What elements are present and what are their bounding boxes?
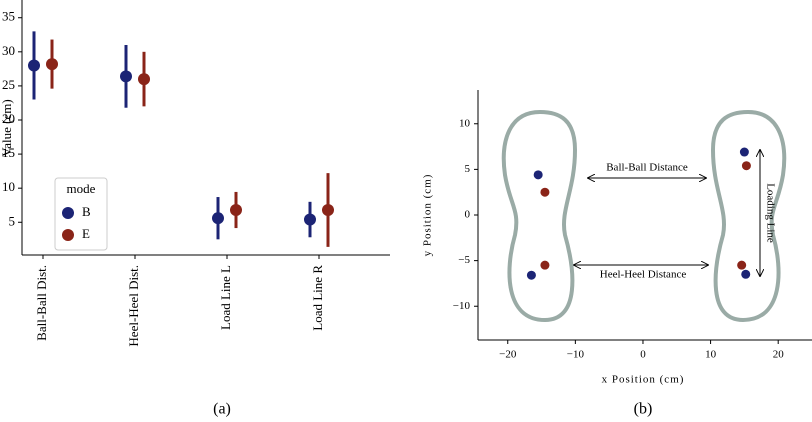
y-tick-label: 20 <box>2 111 15 126</box>
foot-outline <box>501 109 578 323</box>
point <box>28 59 40 72</box>
point <box>138 73 150 86</box>
point <box>526 270 536 280</box>
point <box>741 269 751 279</box>
y-tick-label: −10 <box>453 300 471 312</box>
point <box>322 204 334 216</box>
point <box>304 213 316 226</box>
y-tick-label: 0 <box>465 209 471 221</box>
point <box>46 58 58 71</box>
foot-outline <box>710 109 787 323</box>
y-tick-label: 5 <box>465 163 471 175</box>
y-tick-label: 10 <box>2 179 15 194</box>
y-tick-label: 30 <box>2 43 15 58</box>
point <box>212 212 224 225</box>
annotation: Heel-Heel Distance <box>600 269 687 281</box>
x-axis-label: x Position (cm) <box>602 374 685 386</box>
point <box>739 147 749 157</box>
legend-marker <box>62 229 74 241</box>
x-tick-label: Load Line R <box>310 265 325 331</box>
point <box>230 204 242 216</box>
legend-label: B <box>82 204 91 219</box>
point <box>741 161 751 171</box>
y-tick-label: 25 <box>2 77 15 92</box>
point <box>533 170 543 180</box>
x-tick-label: Ball-Ball Dist. <box>34 265 49 341</box>
point <box>540 260 550 270</box>
legend-label: E <box>82 226 90 241</box>
x-tick-label: 10 <box>705 349 717 361</box>
x-tick-label: −10 <box>567 349 585 361</box>
y-tick-label: 10 <box>459 117 471 129</box>
y-tick-label: 35 <box>2 9 15 24</box>
point <box>120 70 132 83</box>
y-axis-label: y Position (cm) <box>422 174 434 257</box>
annotation: Loading Line <box>764 183 776 243</box>
y-axis-label: Value (cm) <box>0 99 14 156</box>
point <box>540 187 550 197</box>
x-tick-label: Heel-Heel Dist. <box>126 265 141 347</box>
x-tick-label: 0 <box>640 349 646 361</box>
annotation: Ball-Ball Distance <box>606 162 688 174</box>
y-tick-label: −5 <box>458 254 470 266</box>
legend-marker <box>62 207 74 219</box>
legend-title: mode <box>67 181 96 196</box>
x-tick-label: −20 <box>499 349 517 361</box>
caption: (a) <box>213 401 231 418</box>
x-tick-label: 20 <box>773 349 785 361</box>
caption: (b) <box>634 401 653 418</box>
y-tick-label: 15 <box>2 145 15 160</box>
y-tick-label: 5 <box>9 213 16 228</box>
x-tick-label: Load Line L <box>218 265 233 330</box>
point <box>737 260 747 270</box>
